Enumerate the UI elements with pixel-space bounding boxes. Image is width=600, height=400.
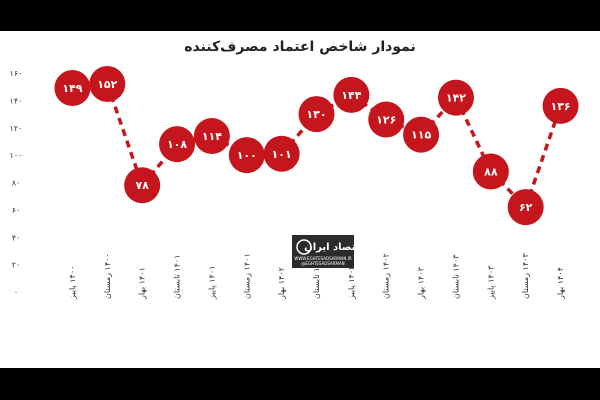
data-points: ۱۴۹ ۱۵۲ ۷۸ ۱۰۸ ۱۱۴ ۱۰۰ ۱۰۱ ۱۳۰ ۱۴۴ ۱۲۶ ۱۱۵ ۱۴۲ ۸۸ ۶۲ ۱… xyxy=(54,65,579,226)
watermark-logo: اقتصاد ایران WWW.EGHTESADSARMAN.IR @EGHT… xyxy=(292,235,366,268)
x-tick-label: ۱۴۰۴ بهار xyxy=(556,267,565,300)
data-point-marker xyxy=(89,65,126,102)
y-tick-label: ۲۰ xyxy=(12,261,21,270)
x-tick-label: ۱۴۰۱ پاییز xyxy=(207,266,216,300)
y-axis: ۰ ۲۰ ۴۰ ۶۰ ۸۰ ۱۰۰ ۱۲۰ ۱۴۰ ۱۶۰ xyxy=(10,69,23,297)
data-label: ۸۸ xyxy=(484,166,498,179)
data-label: ۱۲۶ xyxy=(376,114,396,127)
line-segment xyxy=(140,143,179,187)
x-tick-label: ۱۴۰۲ بهار xyxy=(277,267,286,300)
data-label: ۱۰۸ xyxy=(167,138,187,151)
x-tick-label: ۱۴۰۱ تابستان xyxy=(173,255,182,299)
y-tick-label: ۱۴۰ xyxy=(10,96,23,105)
x-tick-label: ۱۴۰۰ پاییز xyxy=(68,266,77,300)
data-label: ۱۱۵ xyxy=(411,129,431,142)
x-tick-label: ۱۴۰۳ تابستان xyxy=(451,254,460,299)
x-tick-label: ۱۴۰۳ بهار xyxy=(417,266,426,300)
data-label: ۱۳۶ xyxy=(550,100,570,113)
y-tick-label: ۸۰ xyxy=(12,179,21,188)
data-point-marker xyxy=(542,87,579,124)
x-tick-label: ۱۴۰۲ پاییز xyxy=(347,266,356,300)
chart-svg: نمودار شاخص اعتماد مصرف‌کننده ۰ ۲۰ ۴۰ ۶۰ ۸۰ ۱… xyxy=(10,39,579,300)
data-label: ۱۴۹ xyxy=(62,82,82,95)
x-tick-label: ۱۴۰۲ تابستان xyxy=(312,255,321,299)
data-point-marker xyxy=(159,126,196,163)
data-label: ۱۱۴ xyxy=(202,130,222,143)
y-tick-label: ۰ xyxy=(14,288,18,297)
data-label: ۱۴۴ xyxy=(341,89,361,102)
data-point-marker xyxy=(368,101,405,138)
x-axis: ۱۴۰۰ پاییز ۱۴۰۰ زمستان ۱۴۰۱ بهار ۱۴۰۱ تابست… xyxy=(68,253,565,300)
y-tick-label: ۱۶۰ xyxy=(10,69,23,78)
y-tick-label: ۱۰۰ xyxy=(10,151,23,160)
data-label: ۱۰۰ xyxy=(237,149,257,162)
line-segment xyxy=(280,112,318,155)
x-tick-label: ۱۴۰۱ زمستان xyxy=(242,253,251,299)
y-tick-label: ۶۰ xyxy=(12,206,21,215)
data-label: ۱۵۲ xyxy=(97,78,117,91)
chart-frame: نمودار شاخص اعتماد مصرف‌کننده ۰ ۲۰ ۴۰ ۶۰ ۸۰ ۱… xyxy=(0,31,600,368)
data-point-marker xyxy=(333,76,370,113)
data-label: ۱۳۰ xyxy=(306,108,326,121)
data-point-marker xyxy=(124,167,161,204)
data-point-marker xyxy=(298,96,335,133)
data-point-marker xyxy=(437,79,474,116)
x-tick-label: ۱۴۰۱ بهار xyxy=(138,267,147,300)
data-point-marker xyxy=(193,117,230,154)
data-label: ۶۲ xyxy=(519,201,533,214)
watermark-handle: @EGHTESADSARMAN xyxy=(301,261,344,266)
data-point-marker xyxy=(403,116,440,153)
x-tick-label: ۱۴۰۳ زمستان xyxy=(521,253,530,299)
data-label: ۱۰۱ xyxy=(272,148,292,161)
y-tick-label: ۴۰ xyxy=(12,233,21,242)
x-tick-label: ۱۴۰۲ زمستان xyxy=(382,253,391,299)
x-tick-label: ۱۴۰۰ زمستان xyxy=(103,253,112,299)
watermark-brand: اقتصاد ایران xyxy=(304,242,366,253)
data-point-marker xyxy=(228,137,265,174)
data-point-marker xyxy=(54,70,91,107)
data-point-marker xyxy=(472,153,509,190)
x-tick-label: ۱۴۰۳ پاییز xyxy=(486,265,495,300)
y-tick-label: ۱۲۰ xyxy=(10,124,23,133)
watermark-emblem-icon xyxy=(296,239,312,255)
data-point-marker xyxy=(507,189,544,226)
chart-title: نمودار شاخص اعتماد مصرف‌کننده xyxy=(184,39,416,55)
data-label: ۷۸ xyxy=(135,179,149,192)
data-point-marker xyxy=(263,135,300,172)
watermark-site: WWW.EGHTESADSARMAN.IR xyxy=(294,256,351,261)
data-label: ۱۴۲ xyxy=(446,92,466,105)
